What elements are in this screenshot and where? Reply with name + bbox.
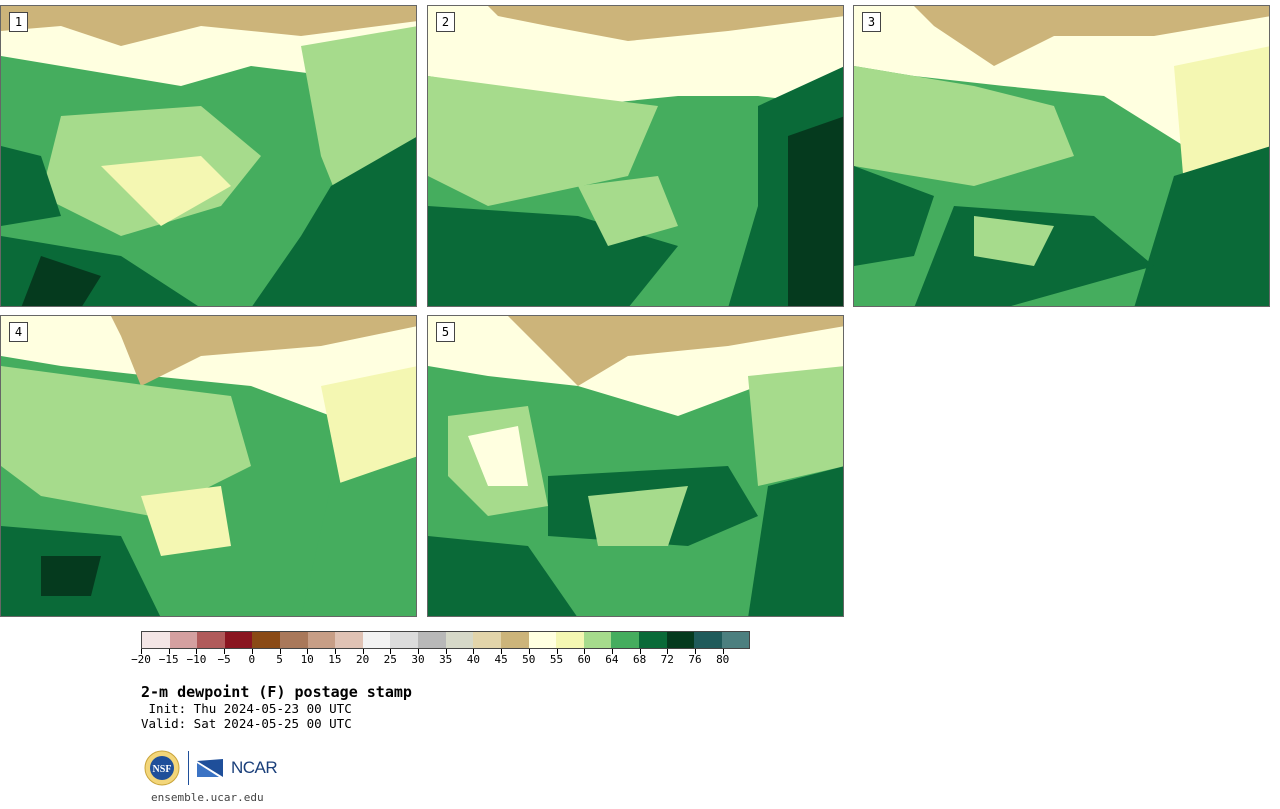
dewpoint-map-4	[1, 316, 416, 616]
colorbar-tick	[196, 649, 198, 654]
logos: NSF NCAR	[144, 750, 278, 786]
colorbar-tick	[722, 649, 724, 654]
colorbar-tick-label: 15	[328, 653, 342, 666]
panel-number: 2	[436, 12, 455, 32]
colorbar-tick-label: 30	[411, 653, 425, 666]
colorbar-swatch	[224, 632, 253, 648]
colorbar	[141, 631, 751, 649]
dewpoint-map-1	[1, 6, 416, 306]
colorbar-swatch	[252, 632, 281, 648]
panel-number: 4	[9, 322, 28, 342]
colorbar-tick	[584, 649, 586, 654]
colorbar-tick	[667, 649, 669, 654]
colorbar-tick	[141, 649, 142, 654]
map-panel-5: 5	[427, 315, 844, 617]
colorbar-swatch	[418, 632, 446, 648]
colorbar-tick	[528, 649, 530, 654]
colorbar-tick-label: −5	[217, 653, 231, 666]
colorbar-tick-label: 50	[522, 653, 536, 666]
colorbar-tick	[611, 649, 613, 654]
colorbar-tick-label: −15	[158, 653, 179, 666]
colorbar-tick	[445, 649, 447, 654]
colorbar-tick	[501, 649, 503, 654]
colorbar-tick	[473, 649, 475, 654]
colorbar-tick	[334, 649, 336, 654]
colorbar-tick-label: 25	[383, 653, 397, 666]
panel-number: 3	[862, 12, 881, 32]
colorbar-swatch	[721, 632, 750, 648]
colorbar-tick-label: 5	[276, 653, 283, 666]
footer-url: ensemble.ucar.edu	[151, 791, 264, 804]
valid-time: Valid: Sat 2024-05-25 00 UTC	[141, 716, 352, 731]
colorbar-swatch	[445, 632, 474, 648]
colorbar-swatch	[307, 632, 336, 648]
map-panel-3: 3	[853, 5, 1270, 307]
colorbar-swatch	[638, 632, 667, 648]
colorbar-swatch	[694, 632, 722, 648]
colorbar-tick-label: 20	[355, 653, 370, 666]
colorbar-tick-label: 60	[577, 653, 591, 666]
colorbar-tick-label: 0	[248, 653, 256, 666]
nsf-logo-icon: NSF	[144, 750, 180, 786]
ncar-logo-text: NCAR	[231, 758, 278, 777]
colorbar-tick-label: 72	[660, 653, 674, 666]
colorbar-swatch	[390, 632, 419, 648]
panel-number: 1	[9, 12, 28, 32]
colorbar-swatch	[473, 632, 501, 648]
colorbar-ticks: −20 −15 −10 −5 0 5 10 15 20 25 30 35 40 45 50 55 60 64 68 7…	[131, 649, 761, 669]
colorbar-swatch	[666, 632, 695, 648]
colorbar-swatch	[500, 632, 529, 648]
colorbar-swatch	[583, 632, 612, 648]
colorbar-tick-label: −10	[186, 653, 207, 666]
colorbar-tick-label: 45	[494, 653, 508, 666]
logo-divider	[188, 751, 189, 785]
colorbar-swatch	[362, 632, 391, 648]
colorbar-tick	[279, 649, 281, 654]
colorbar-tick	[168, 649, 170, 654]
colorbar-tick	[639, 649, 641, 654]
colorbar-swatch	[556, 632, 584, 648]
map-panel-4: 4	[0, 315, 417, 617]
colorbar-swatch	[197, 632, 225, 648]
colorbar-tick-label: 68	[632, 653, 647, 666]
colorbar-tick	[251, 649, 253, 654]
panel-number: 5	[436, 322, 455, 342]
colorbar-swatch	[142, 632, 170, 648]
colorbar-tick-label: 64	[605, 653, 619, 666]
colorbar-swatch	[611, 632, 639, 648]
ncar-logo-icon	[197, 759, 223, 777]
colorbar-tick-label: 55	[549, 653, 564, 666]
colorbar-tick	[418, 649, 419, 654]
colorbar-swatch	[528, 632, 557, 648]
colorbar-swatch	[280, 632, 308, 648]
init-time: Init: Thu 2024-05-23 00 UTC	[141, 701, 352, 716]
colorbar-tick-label: 80	[716, 653, 730, 666]
figure-title: 2-m dewpoint (F) postage stamp	[141, 683, 412, 701]
colorbar-tick-label: 76	[688, 653, 702, 666]
dewpoint-map-2	[428, 6, 843, 306]
colorbar-tick	[695, 649, 696, 654]
colorbar-tick-label: −20	[131, 653, 151, 666]
nsf-logo-text: NSF	[153, 764, 172, 775]
colorbar-tick-label: 35	[439, 653, 453, 666]
map-panel-1: 1	[0, 5, 417, 307]
colorbar-tick-label: 10	[300, 653, 314, 666]
colorbar-swatch	[335, 632, 363, 648]
colorbar-tick	[362, 649, 364, 654]
map-panel-2: 2	[427, 5, 844, 307]
dewpoint-map-5	[428, 316, 843, 616]
colorbar-tick	[556, 649, 558, 654]
colorbar-tick	[224, 649, 226, 654]
colorbar-tick	[307, 649, 309, 654]
colorbar-tick	[390, 649, 392, 654]
colorbar-swatch	[169, 632, 198, 648]
colorbar-tick-label: 40	[466, 653, 481, 666]
dewpoint-map-3	[854, 6, 1269, 306]
